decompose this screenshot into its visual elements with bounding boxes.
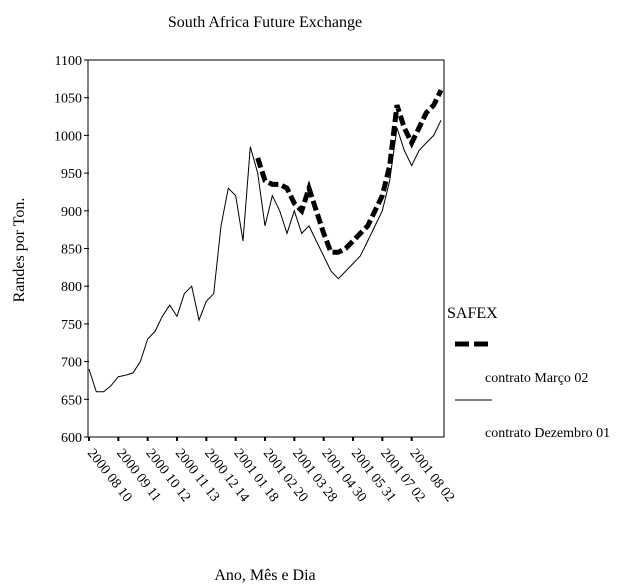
- y-tick-label: 650: [61, 393, 82, 408]
- plot-frame: [87, 59, 445, 438]
- y-tick-label: 700: [61, 356, 82, 371]
- legend-label: contrato Dezembro 01: [485, 426, 610, 441]
- legend-label: contrato Março 02: [485, 371, 588, 386]
- y-tick-label: 850: [61, 243, 82, 258]
- x-axis-label: Ano, Mês e Dia: [214, 567, 315, 584]
- y-tick-label: 1000: [54, 129, 82, 144]
- y-tick-label: 900: [61, 205, 82, 220]
- chart-title: South Africa Future Exchange: [168, 14, 362, 31]
- line-series: [88, 120, 442, 393]
- legend-title: SAFEX: [447, 305, 498, 322]
- y-tick-label: 1100: [55, 54, 82, 69]
- y-tick-label: 950: [61, 167, 82, 182]
- y-tick-label: 800: [61, 280, 82, 295]
- y-tick-label: 750: [61, 318, 82, 333]
- line-series: [255, 89, 444, 255]
- y-tick-label: 600: [61, 431, 82, 446]
- y-axis-label: Randes por Ton.: [11, 198, 28, 303]
- y-tick-label: 1050: [54, 92, 82, 107]
